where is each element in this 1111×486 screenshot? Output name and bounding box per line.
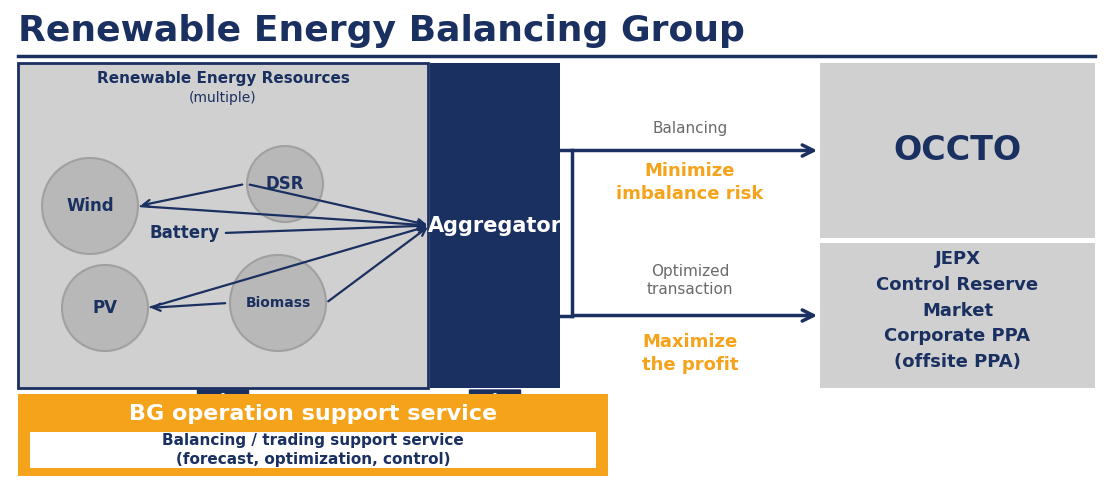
FancyBboxPatch shape (18, 63, 428, 388)
Text: Renewable Energy Resources: Renewable Energy Resources (97, 71, 350, 86)
Text: PV: PV (92, 299, 118, 317)
Circle shape (247, 146, 323, 222)
Text: Biomass: Biomass (246, 296, 311, 310)
Text: DSR: DSR (266, 175, 304, 193)
Text: (multiple): (multiple) (189, 91, 257, 105)
Text: Minimize
imbalance risk: Minimize imbalance risk (617, 162, 763, 203)
Circle shape (42, 158, 138, 254)
Circle shape (230, 255, 326, 351)
Text: Wind: Wind (67, 197, 113, 215)
Text: Renewable Energy Balancing Group: Renewable Energy Balancing Group (18, 14, 744, 48)
Text: BG operation support service: BG operation support service (129, 404, 497, 424)
Circle shape (62, 265, 148, 351)
Text: Battery: Battery (150, 224, 220, 242)
Text: OCCTO: OCCTO (893, 134, 1021, 167)
Polygon shape (452, 390, 538, 414)
FancyBboxPatch shape (820, 243, 1095, 388)
FancyBboxPatch shape (820, 63, 1095, 238)
FancyBboxPatch shape (30, 432, 595, 468)
Text: Optimized
transaction: Optimized transaction (647, 264, 733, 297)
Text: Maximize
the profit: Maximize the profit (642, 333, 738, 374)
Polygon shape (180, 390, 266, 414)
Text: Balancing / trading support service
(forecast, optimization, control): Balancing / trading support service (for… (162, 433, 464, 467)
Text: Balancing: Balancing (652, 121, 728, 136)
Text: JEPX
Control Reserve
Market
Corporate PPA
(offsite PPA): JEPX Control Reserve Market Corporate PP… (877, 250, 1039, 371)
Text: Aggregator: Aggregator (428, 215, 562, 236)
FancyBboxPatch shape (18, 394, 608, 476)
FancyBboxPatch shape (430, 63, 560, 388)
